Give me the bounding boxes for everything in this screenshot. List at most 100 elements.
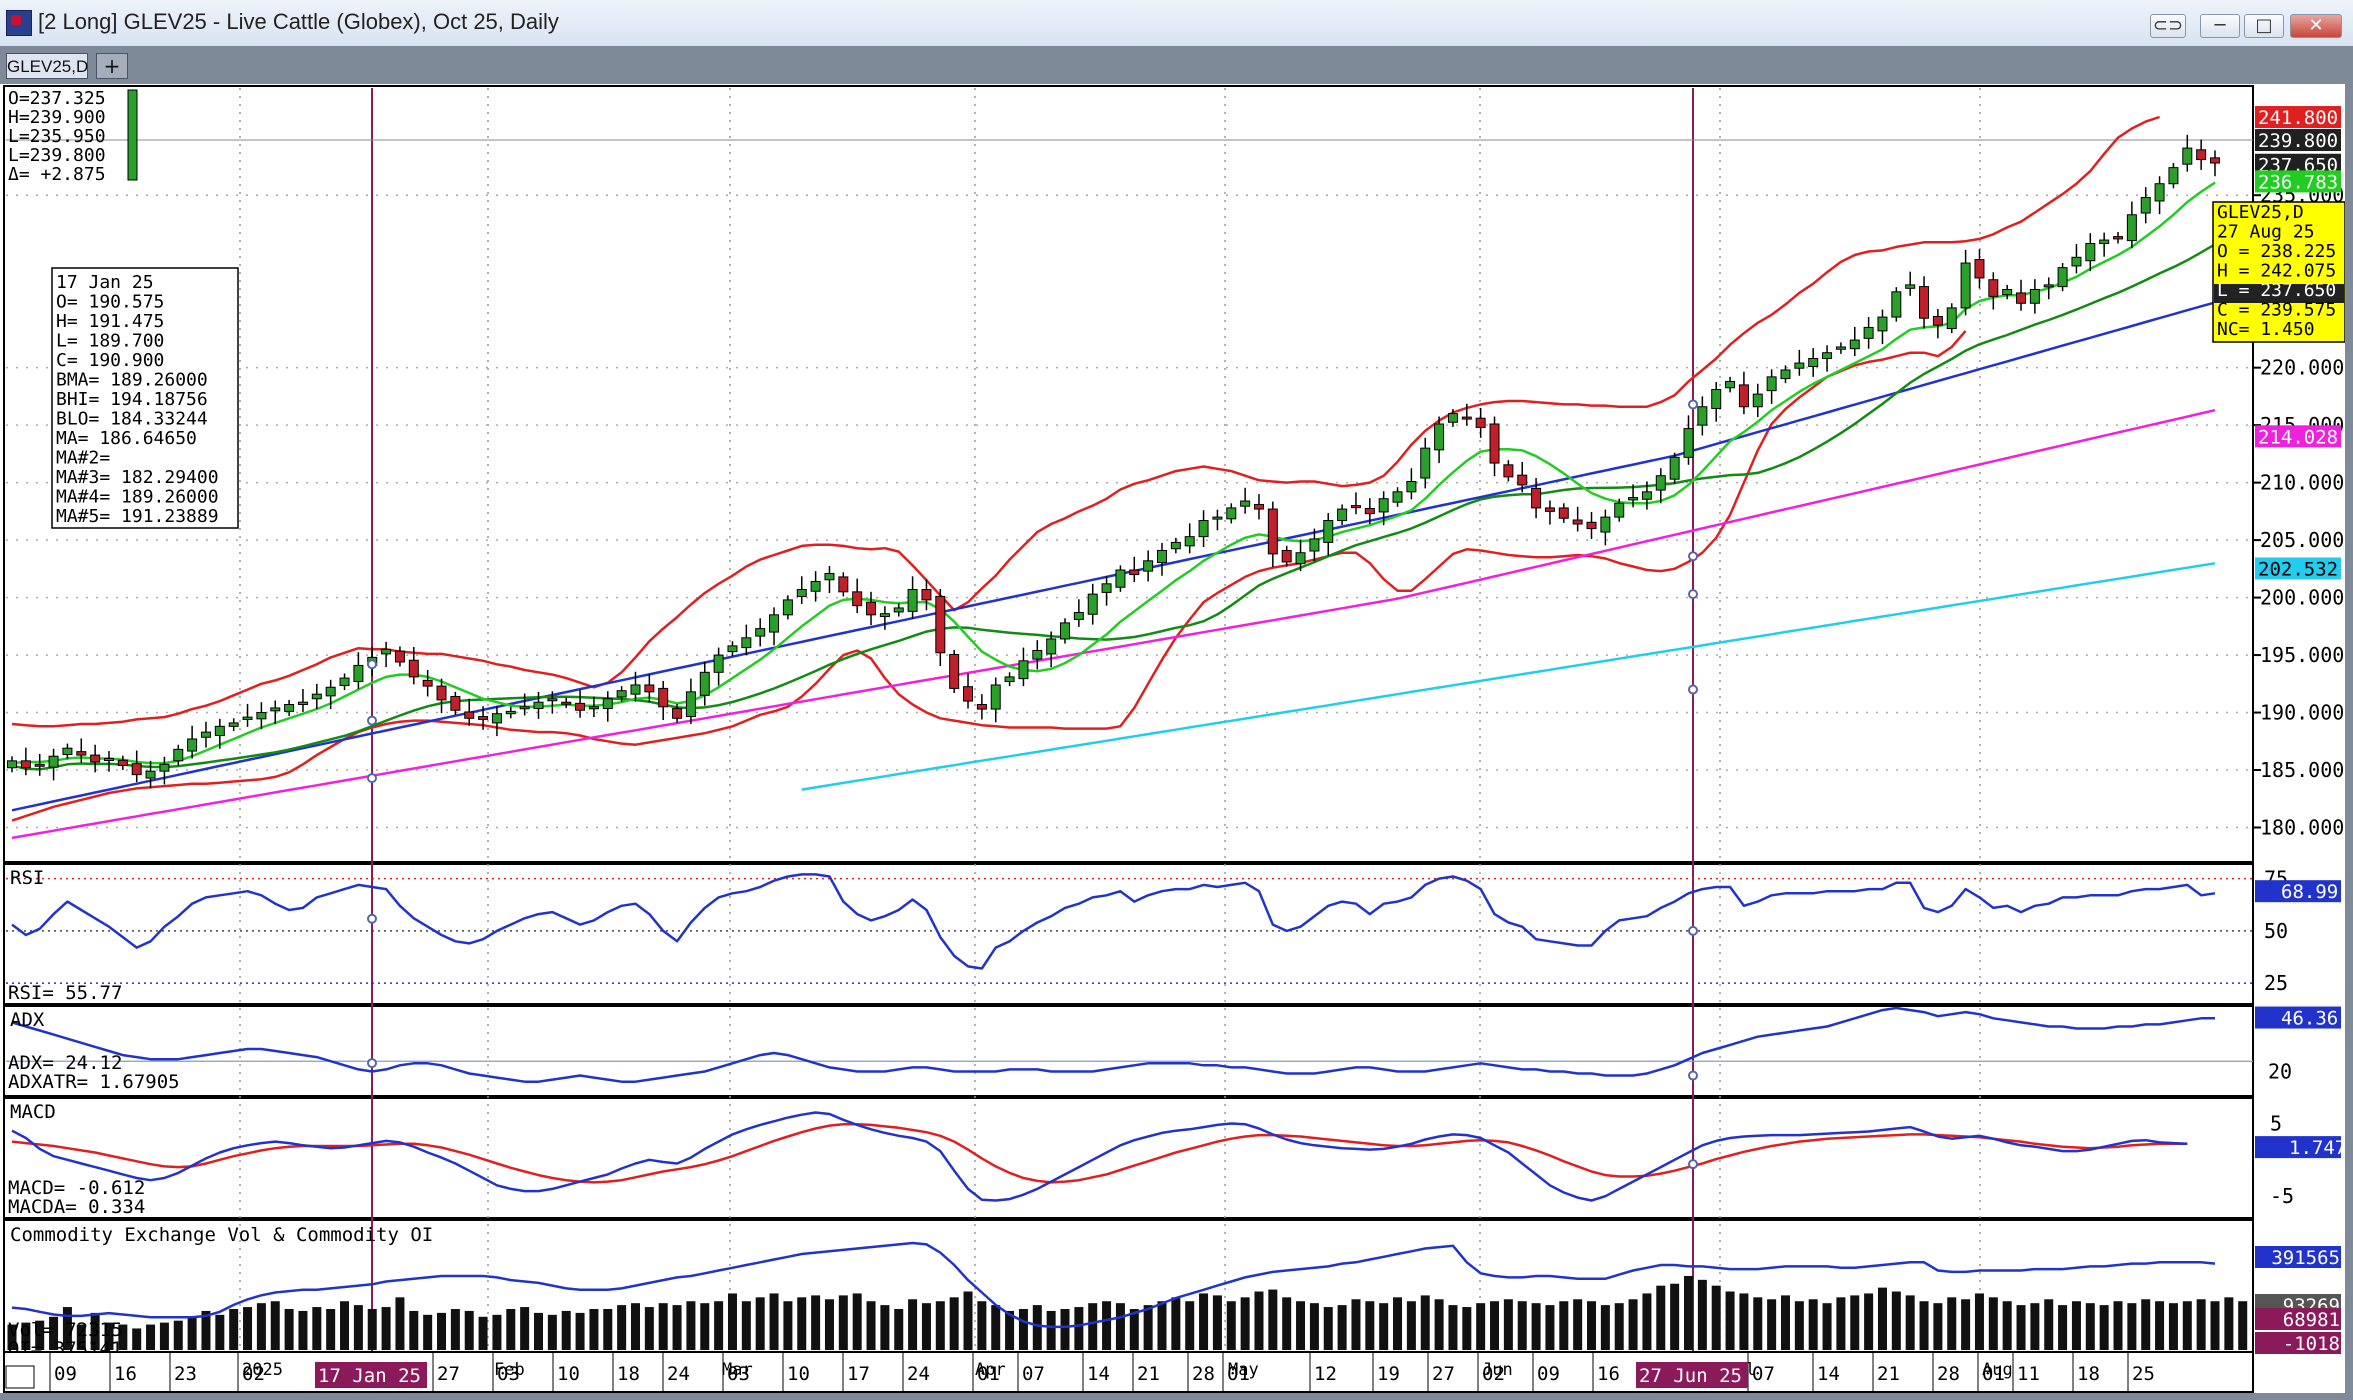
candlesticks	[7, 134, 2220, 789]
volume-bar	[575, 1312, 585, 1350]
candle-body	[949, 653, 960, 689]
volume-bar	[2182, 1301, 2192, 1350]
candle-body	[491, 713, 502, 724]
volume-bar	[1711, 1285, 1721, 1350]
cursor-data-line: BHI= 194.18756	[56, 389, 208, 410]
volume-bar	[132, 1328, 142, 1350]
volume-bar	[866, 1301, 876, 1350]
add-tab-button[interactable]: +	[96, 53, 128, 79]
volume-bar	[243, 1307, 253, 1350]
candle-body	[270, 707, 281, 712]
volume-bar	[1323, 1307, 1333, 1350]
volume-bar	[395, 1297, 405, 1350]
date-month-label: Feb	[494, 1360, 525, 1380]
candle-body	[48, 755, 59, 768]
candle-body	[284, 704, 295, 712]
ohlc-readout-line: H=239.900	[8, 107, 106, 128]
price-tag-label: 214.028	[2258, 426, 2338, 448]
candle-body	[2196, 149, 2207, 161]
candle-body	[2210, 157, 2220, 164]
volume-bar	[1434, 1299, 1444, 1350]
volume-bar	[2113, 1301, 2123, 1350]
candle-body	[1420, 447, 1431, 479]
price-tag	[2255, 425, 2341, 448]
close-button[interactable]: ✕	[2290, 14, 2342, 38]
y-axis-tick-label: 195.000	[2260, 643, 2344, 667]
chart-area[interactable]: 235.000220.000215.000210.000205.000200.0…	[0, 84, 2345, 1393]
date-day-label: 01	[977, 1363, 1000, 1385]
candle-body	[1184, 536, 1195, 547]
candle-body	[1309, 538, 1320, 552]
crosshair-dot	[367, 659, 377, 670]
volume-bar	[1337, 1305, 1347, 1350]
volume-bar	[2085, 1303, 2095, 1350]
volume-bar	[1808, 1299, 1818, 1350]
date-month-label: 2025	[242, 1360, 283, 1380]
candle-body	[976, 704, 987, 710]
macd-line	[11, 1111, 2188, 1202]
candle-body	[1447, 413, 1458, 423]
cursor-data-line: C= 190.900	[56, 350, 164, 371]
minimize-button[interactable]: ─	[2200, 14, 2240, 38]
volume-bar	[1877, 1287, 1887, 1350]
volume-bar	[783, 1301, 793, 1350]
candle-body	[575, 702, 586, 711]
volume-bar	[1919, 1301, 1929, 1350]
volume-bar	[2127, 1303, 2137, 1350]
volume-bar	[1905, 1295, 1915, 1350]
pane-border-rsi	[3, 863, 2254, 1005]
volume-bar	[146, 1324, 156, 1350]
volume-bar	[880, 1305, 890, 1350]
candle-body	[505, 710, 516, 715]
candle-body	[242, 716, 253, 720]
pane-border-adx	[3, 1005, 2254, 1097]
candle-body	[1669, 456, 1680, 480]
candle-body	[588, 706, 599, 710]
volume-bar	[700, 1303, 710, 1350]
candle-body	[1212, 516, 1223, 520]
date-day-label: 24	[907, 1363, 930, 1385]
volume-bar	[1683, 1275, 1693, 1350]
volume-bar	[492, 1314, 502, 1350]
date-day-label: 23	[174, 1363, 197, 1385]
volume-tag	[2255, 1246, 2341, 1268]
restore-button[interactable]: □	[2244, 14, 2284, 38]
candle-body	[2099, 239, 2110, 244]
last-candle-swatch	[127, 89, 138, 181]
y-axis-tick-label: 190.000	[2260, 701, 2344, 725]
volume-tag-label: 68981	[2283, 1309, 2340, 1331]
macd-tick-label: -5	[2270, 1184, 2294, 1208]
volume-bar	[2058, 1305, 2068, 1350]
volume-bar	[326, 1309, 336, 1350]
candle-body	[381, 648, 392, 655]
date-day-label: 14	[1087, 1363, 1110, 1385]
volume-bar	[506, 1309, 516, 1350]
volume-bar	[1836, 1297, 1846, 1350]
y-axis-tick-label: 185.000	[2260, 758, 2344, 782]
volume-bars	[7, 1275, 2248, 1350]
volume-bar	[284, 1309, 294, 1350]
candle-body	[1794, 362, 1805, 369]
volume-bar	[2016, 1305, 2026, 1350]
macd-tick-label: 5	[2270, 1111, 2282, 1135]
cursor-data-line: MA#3= 182.29400	[56, 467, 219, 488]
crosshair-dot	[1688, 1159, 1698, 1170]
volume-bar	[977, 1301, 987, 1350]
tab-glev25[interactable]: GLEV25,D	[6, 53, 88, 79]
volume-bar	[437, 1312, 447, 1350]
candle-body	[616, 690, 627, 698]
link-icon[interactable]: ⊂⊃	[2150, 14, 2186, 38]
ohlc-readout-line: L=235.950	[8, 126, 106, 147]
volume-bar	[755, 1297, 765, 1350]
volume-bar	[173, 1320, 183, 1350]
volume-bar	[1406, 1301, 1416, 1350]
volume-bar	[1296, 1301, 1306, 1350]
cursor-data-line: BMA= 189.26000	[56, 370, 208, 391]
candle-body	[7, 760, 17, 769]
volume-bar	[381, 1307, 391, 1350]
candle-body	[1378, 498, 1389, 513]
candle-body	[173, 748, 184, 762]
candle-body	[1392, 491, 1403, 503]
volume-bar	[672, 1305, 682, 1350]
volume-bar	[409, 1310, 419, 1350]
